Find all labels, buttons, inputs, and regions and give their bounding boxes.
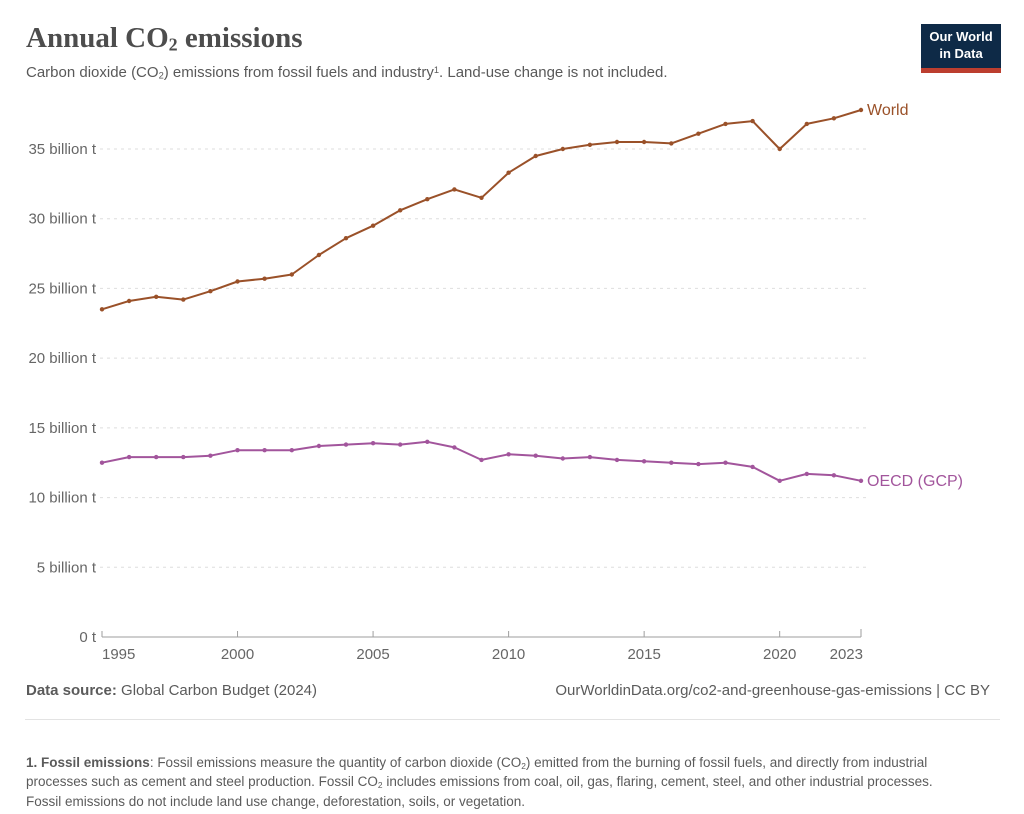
x-axis-tick-label: 1995 xyxy=(102,646,135,663)
world-data-point xyxy=(804,121,809,127)
y-axis-tick-label: 30 billion t xyxy=(28,211,96,228)
world-data-point xyxy=(506,170,511,175)
oecd-gcp-data-point xyxy=(641,459,647,464)
chart-title: Annual CO2 emissions xyxy=(26,22,303,55)
x-axis-tick-label: 2015 xyxy=(627,646,660,663)
y-axis-tick-label: 35 billion t xyxy=(28,141,96,158)
x-axis-tick-label: 2020 xyxy=(763,646,796,663)
world-data-point xyxy=(641,139,647,145)
oecd-gcp-data-point xyxy=(560,456,565,461)
x-axis-tick-label: 2023 xyxy=(830,646,863,663)
y-axis-tick-label: 15 billion t xyxy=(28,420,96,437)
chart-footer: Data source: Global Carbon Budget (2024)… xyxy=(26,682,990,699)
oecd-gcp-data-point xyxy=(614,457,620,463)
data-source-label: Data source: xyxy=(26,682,117,699)
oecd-gcp-data-point xyxy=(289,448,294,453)
owid-logo[interactable]: Our World in Data xyxy=(921,24,1001,73)
owid-logo-line1: Our World xyxy=(929,29,993,44)
world-data-point xyxy=(316,252,322,258)
series-label-world[interactable]: World xyxy=(867,102,909,119)
world-data-point xyxy=(235,279,240,284)
oecd-gcp-data-point xyxy=(370,441,376,446)
oecd-gcp-data-point xyxy=(831,473,837,478)
world-data-point xyxy=(425,197,430,202)
oecd-gcp-data-point xyxy=(99,460,105,465)
data-source: Data source: Global Carbon Budget (2024) xyxy=(26,682,317,699)
world-data-point xyxy=(154,294,159,299)
x-axis-tick-label: 2005 xyxy=(356,646,389,663)
world-data-point xyxy=(370,223,376,228)
oecd-gcp-data-point xyxy=(208,453,213,458)
oecd-gcp-data-point xyxy=(533,453,538,458)
oecd-gcp-data-point xyxy=(750,464,755,470)
world-data-point xyxy=(479,195,484,200)
credit-link[interactable]: OurWorldinData.org/co2-and-greenhouse-ga… xyxy=(555,682,990,699)
world-data-point xyxy=(262,276,267,281)
world-data-point xyxy=(99,307,105,312)
oecd-gcp-data-point xyxy=(154,454,159,460)
footer-divider xyxy=(25,719,1000,720)
oecd-gcp-data-point xyxy=(804,471,809,477)
world-data-point xyxy=(560,146,565,152)
oecd-gcp-data-point xyxy=(858,478,864,483)
x-axis-tick-label: 2010 xyxy=(492,646,525,663)
world-data-point xyxy=(669,141,674,146)
oecd-gcp-data-point xyxy=(669,460,674,465)
oecd-gcp-data-point xyxy=(452,445,457,450)
world-data-point xyxy=(343,236,349,241)
world-data-point xyxy=(831,116,837,121)
oecd-gcp-data-point xyxy=(723,460,728,465)
world-data-point xyxy=(126,298,132,304)
world-data-point xyxy=(452,187,457,192)
world-data-point xyxy=(398,208,403,213)
oecd-gcp-data-point xyxy=(506,452,511,457)
oecd-gcp-data-point xyxy=(777,478,782,483)
world-data-point xyxy=(208,289,213,294)
y-axis-tick-label: 0 t xyxy=(79,629,97,646)
oecd-gcp-data-point xyxy=(343,442,349,447)
oecd-gcp-data-point xyxy=(316,443,322,449)
world-data-point xyxy=(750,118,755,124)
y-axis-tick-label: 10 billion t xyxy=(28,490,96,507)
oecd-gcp-data-point xyxy=(587,454,593,460)
y-axis-tick-label: 25 billion t xyxy=(28,280,96,297)
oecd-gcp-data-point xyxy=(181,454,186,460)
y-axis-tick-label: 20 billion t xyxy=(28,350,96,367)
oecd-gcp-data-point xyxy=(696,461,701,467)
oecd-gcp-data-point xyxy=(126,454,132,460)
world-data-point xyxy=(696,131,701,136)
oecd-gcp-data-point xyxy=(425,439,430,444)
oecd-gcp-data-point xyxy=(398,442,403,447)
world-data-point xyxy=(777,146,782,152)
world-line xyxy=(101,109,862,311)
owid-logo-line2: in Data xyxy=(939,45,983,61)
oecd-gcp-data-point xyxy=(262,448,267,453)
world-data-point xyxy=(289,272,294,277)
world-data-point xyxy=(587,142,593,147)
y-axis-tick-label: 5 billion t xyxy=(37,559,97,576)
world-data-point xyxy=(858,107,864,113)
data-source-value: Global Carbon Budget (2024) xyxy=(116,682,318,699)
footnote: 1. Fossil emissions: Fossil emissions me… xyxy=(26,754,933,810)
world-data-point xyxy=(181,297,186,302)
x-axis-tick-label: 2000 xyxy=(221,646,254,663)
chart-subtitle: Carbon dioxide (CO2) emissions from foss… xyxy=(26,64,668,81)
oecd-gcp-data-point xyxy=(479,457,484,463)
world-data-point xyxy=(533,153,538,159)
oecd-gcp-data-point xyxy=(235,448,240,453)
world-data-point xyxy=(614,139,620,145)
world-data-point xyxy=(723,121,728,127)
series-label-oecd-gcp[interactable]: OECD (GCP) xyxy=(867,473,963,490)
